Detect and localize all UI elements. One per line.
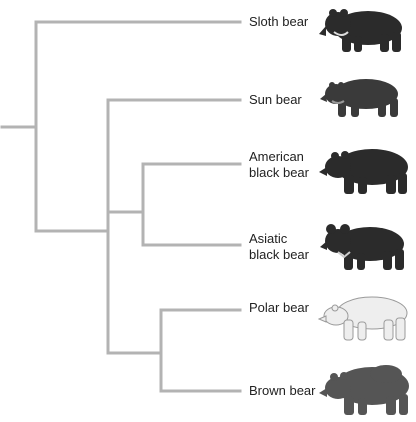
asiatic-black-bear-icon [320,224,404,270]
label-asiatic-black-bear: Asiatic black bear [249,231,309,262]
label-sun-bear: Sun bear [249,92,302,107]
sloth-bear-icon [319,9,402,52]
label-american-black-bear: American black bear [249,149,309,180]
american-black-bear-icon [319,149,408,194]
label-sloth-bear: Sloth bear [249,14,309,29]
label-polar-bear: Polar bear [249,300,309,315]
polar-bear-icon [318,296,408,341]
brown-bear-icon [319,365,409,415]
sun-bear-icon [320,79,398,117]
label-brown-bear: Brown bear [249,383,316,398]
